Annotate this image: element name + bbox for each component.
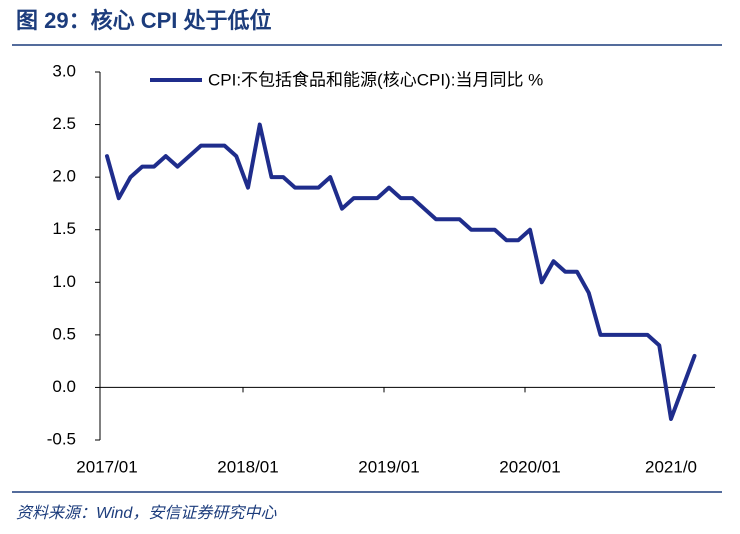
source: 资料来源：Wind，安信证券研究中心: [16, 504, 277, 522]
chart-title: 图 29：核心 CPI 处于低位: [16, 8, 271, 33]
y-tick-label: 2.0: [52, 167, 76, 186]
x-tick-label: 2017/01: [76, 457, 137, 476]
x-tick-label: 2020/01: [499, 457, 560, 476]
legend-label: CPI:不包括食品和能源(核心CPI):当月同比 %: [208, 70, 543, 89]
x-tick-label: 2019/01: [358, 457, 419, 476]
y-tick-label: 0.0: [52, 377, 76, 396]
line-series: [105, 122, 697, 421]
y-tick-label: 2.5: [52, 114, 76, 133]
x-tick-label: 2018/01: [217, 457, 278, 476]
y-tick-label: 1.0: [52, 272, 76, 291]
x-tick-label: 2021/0: [645, 457, 697, 476]
y-tick-label: -0.5: [47, 429, 76, 448]
y-tick-label: 1.5: [52, 219, 76, 238]
y-tick-label: 3.0: [52, 61, 76, 80]
y-tick-label: 0.5: [52, 324, 76, 343]
